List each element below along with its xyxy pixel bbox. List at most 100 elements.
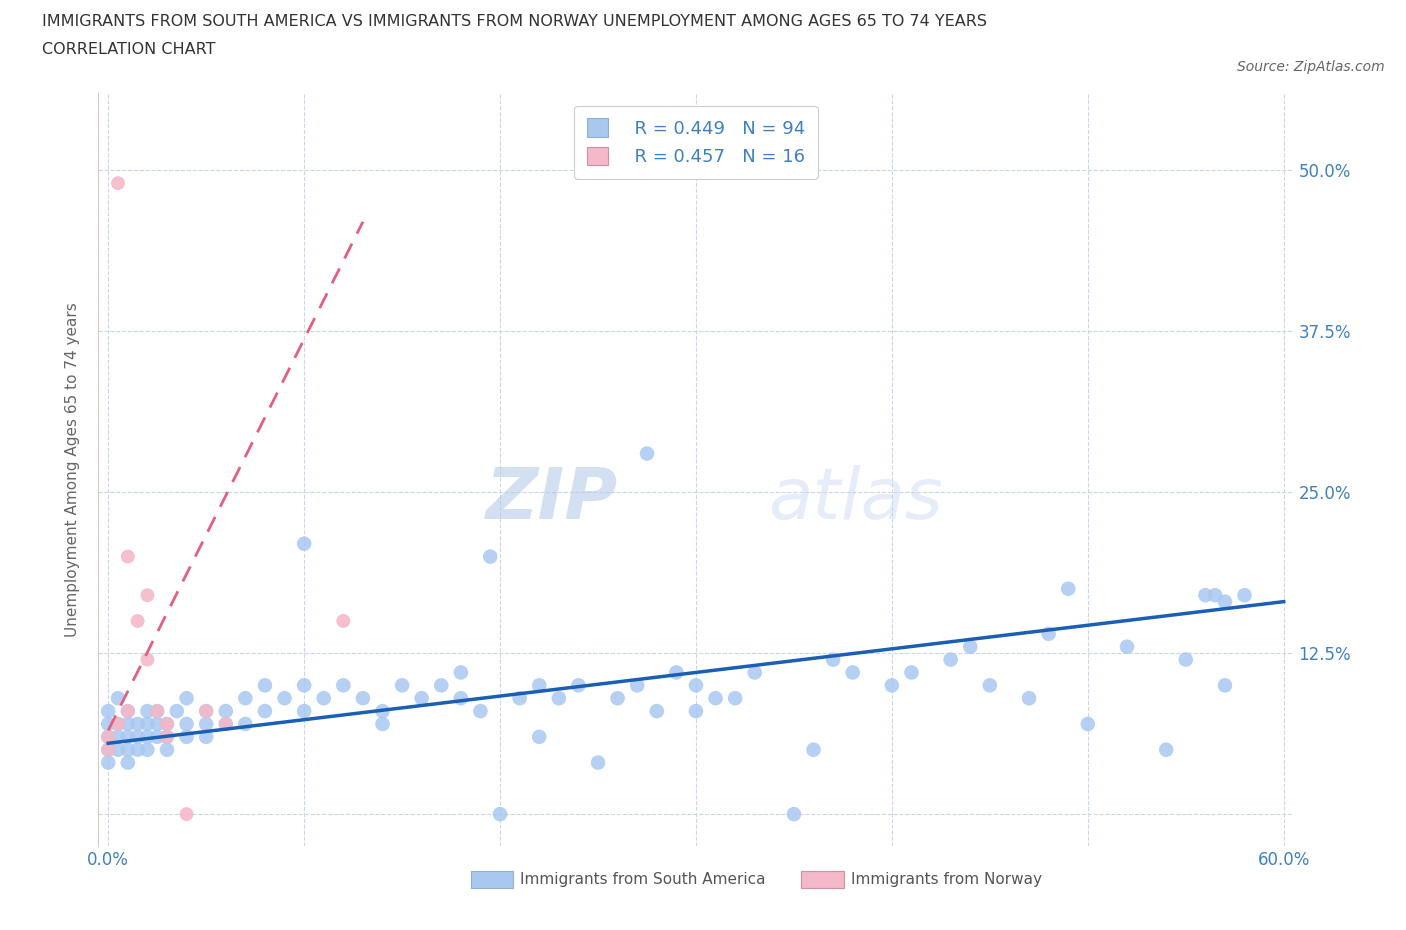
Point <box>292 537 315 551</box>
Point <box>636 446 658 461</box>
Point <box>685 678 707 693</box>
Point <box>744 665 766 680</box>
Point <box>127 742 149 757</box>
Point <box>136 742 159 757</box>
Point <box>1077 716 1099 731</box>
Point <box>146 704 169 719</box>
Point <box>146 729 169 744</box>
Point <box>626 678 648 693</box>
Point <box>156 716 179 731</box>
Point <box>107 691 129 706</box>
Point <box>146 716 169 731</box>
Point <box>253 678 276 693</box>
Point <box>195 704 218 719</box>
Point <box>136 652 159 667</box>
Text: CORRELATION CHART: CORRELATION CHART <box>42 42 215 57</box>
Point <box>411 691 433 706</box>
Point <box>136 704 159 719</box>
Text: Source: ZipAtlas.com: Source: ZipAtlas.com <box>1237 60 1385 74</box>
Point <box>176 729 198 744</box>
Point <box>900 665 922 680</box>
Point <box>450 665 472 680</box>
Point <box>97 704 120 719</box>
Point <box>136 716 159 731</box>
Point <box>489 806 512 821</box>
Point <box>1057 581 1080 596</box>
Point <box>235 691 257 706</box>
Point <box>685 704 707 719</box>
Point <box>117 729 139 744</box>
Point <box>166 704 188 719</box>
Point <box>803 742 825 757</box>
Point <box>1018 691 1040 706</box>
Text: atlas: atlas <box>768 465 942 534</box>
Legend:   R = 0.449   N = 94,   R = 0.457   N = 16: R = 0.449 N = 94, R = 0.457 N = 16 <box>574 106 818 179</box>
Point <box>117 704 139 719</box>
Point <box>567 678 589 693</box>
Point <box>704 691 727 706</box>
Point <box>312 691 335 706</box>
Point <box>97 729 120 744</box>
Point <box>195 729 218 744</box>
Point <box>979 678 1001 693</box>
Point <box>117 704 139 719</box>
Point <box>156 729 179 744</box>
Point <box>127 614 149 629</box>
Point <box>97 755 120 770</box>
Text: Immigrants from South America: Immigrants from South America <box>520 872 766 887</box>
Point <box>107 729 129 744</box>
Y-axis label: Unemployment Among Ages 65 to 74 years: Unemployment Among Ages 65 to 74 years <box>65 302 80 637</box>
Point <box>292 678 315 693</box>
Point <box>1154 742 1177 757</box>
Point <box>371 704 394 719</box>
Point <box>215 716 238 731</box>
Point <box>823 652 845 667</box>
Point <box>117 716 139 731</box>
Point <box>97 716 120 731</box>
Point <box>470 704 492 719</box>
Point <box>450 691 472 706</box>
Point <box>215 716 238 731</box>
Point <box>176 716 198 731</box>
Point <box>127 716 149 731</box>
Point <box>332 678 354 693</box>
Point <box>215 704 238 719</box>
Point <box>97 742 120 757</box>
Point <box>117 755 139 770</box>
Point <box>529 678 551 693</box>
Point <box>235 716 257 731</box>
Point <box>959 639 981 654</box>
Point <box>332 614 354 629</box>
Point <box>97 742 120 757</box>
Point <box>880 678 903 693</box>
Point <box>1116 639 1139 654</box>
Point <box>783 806 806 821</box>
Point <box>253 704 276 719</box>
Point <box>156 742 179 757</box>
Point <box>176 691 198 706</box>
Point <box>292 704 315 719</box>
Point <box>1204 588 1226 603</box>
Text: IMMIGRANTS FROM SOUTH AMERICA VS IMMIGRANTS FROM NORWAY UNEMPLOYMENT AMONG AGES : IMMIGRANTS FROM SOUTH AMERICA VS IMMIGRA… <box>42 14 987 29</box>
Point <box>97 729 120 744</box>
Point <box>176 806 198 821</box>
Point <box>371 716 394 731</box>
Point <box>547 691 569 706</box>
Point <box>1194 588 1216 603</box>
Point <box>1213 594 1236 609</box>
Point <box>195 716 218 731</box>
Point <box>107 742 129 757</box>
Point <box>117 549 139 564</box>
Point <box>136 729 159 744</box>
Point <box>606 691 628 706</box>
Point <box>1233 588 1256 603</box>
Point <box>430 678 453 693</box>
Point <box>665 665 688 680</box>
Point <box>391 678 413 693</box>
Text: Immigrants from Norway: Immigrants from Norway <box>851 872 1042 887</box>
Point <box>586 755 609 770</box>
Point <box>117 742 139 757</box>
Point <box>273 691 295 706</box>
Point <box>1213 678 1236 693</box>
Point <box>645 704 668 719</box>
